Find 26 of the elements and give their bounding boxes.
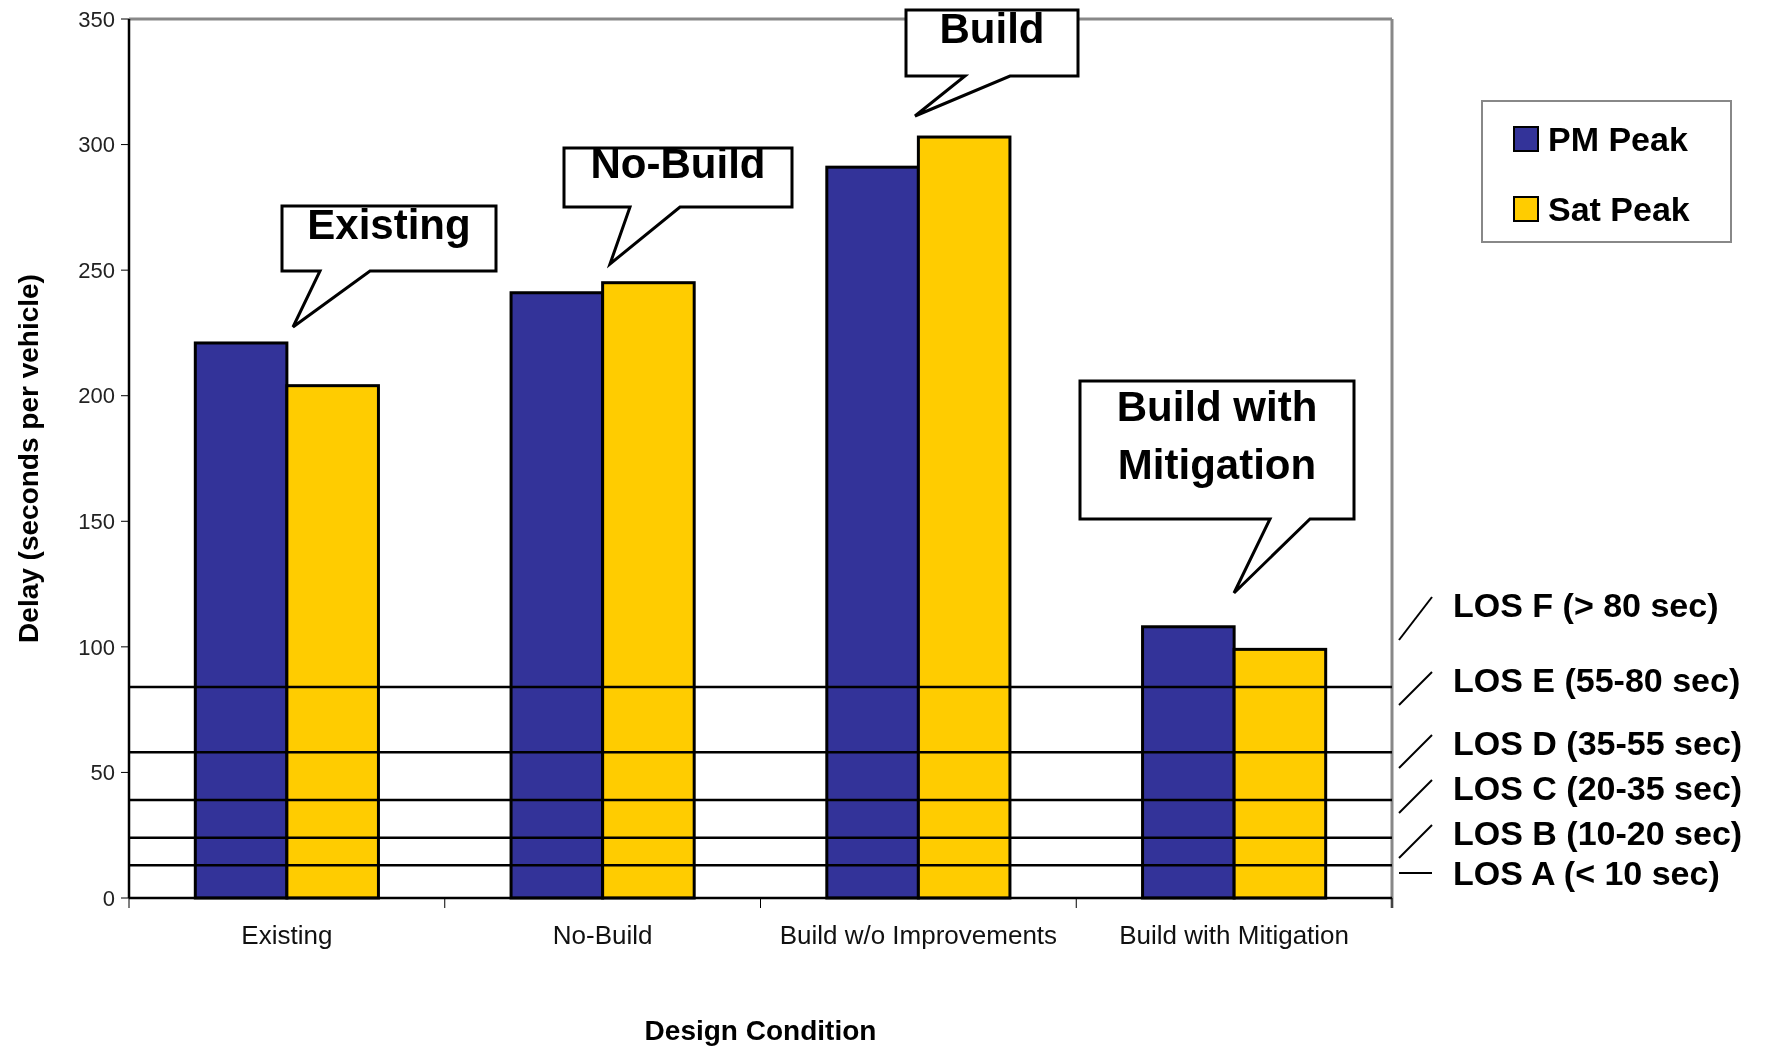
x-tick-label: Build w/o Improvements [779,920,1058,950]
y-tick-label: 200 [78,383,115,409]
annotation: Build with Mitigation [1116,383,1318,488]
text: LOS D (35-55 sec) [1453,723,1743,762]
text: LOS F (> 80 sec) [1453,585,1719,624]
y-tick-label: 0 [102,885,115,911]
y-tick-label: 250 [78,257,115,283]
x-axis-title: Design Condition [644,1015,877,1046]
y-tick-label: 100 [78,634,115,660]
annotation: No-Build [590,139,766,187]
legend-label: PM Peak [1548,119,1688,158]
text: LOS E (55-80 sec) [1453,660,1741,699]
y-axis-title: Delay (seconds per vehicle) [13,274,44,643]
x-tick-label: No-Build [552,920,653,950]
text: LOS A (< 10 sec) [1453,853,1720,892]
y-tick-label: 350 [78,6,115,32]
annotation: Build [939,5,1045,52]
y-tick-label: 300 [78,132,115,158]
y-tick-label: 150 [78,508,115,534]
text: LOS C (20-35 sec) [1453,768,1743,807]
legend-label: Sat Peak [1548,189,1690,228]
y-tick-label: 50 [90,760,115,786]
annotation: Existing [307,200,471,248]
x-tick-label: Build with Mitigation [1119,920,1350,950]
x-tick-label: Existing [241,920,333,950]
text: LOS B (10-20 sec) [1453,813,1743,852]
